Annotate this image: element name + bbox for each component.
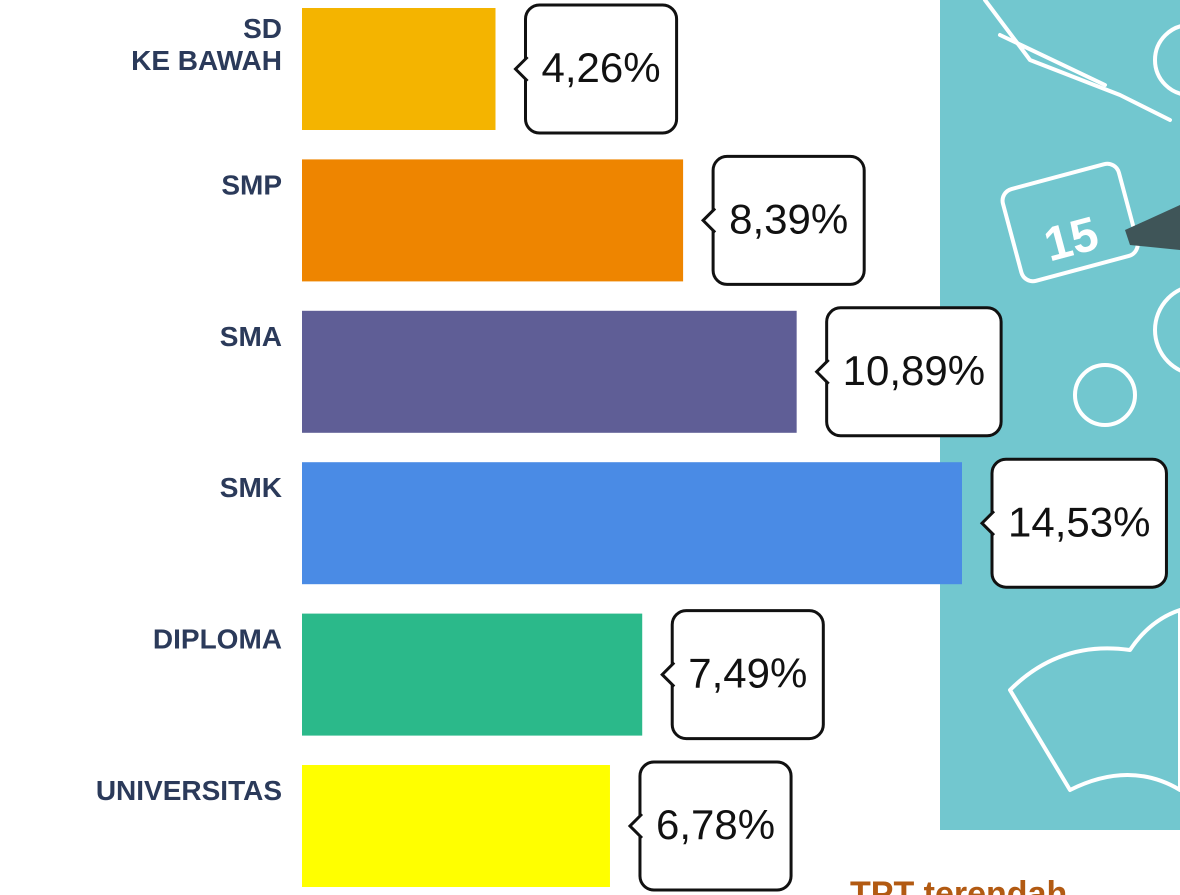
callout: 14,53% bbox=[979, 457, 1168, 589]
callout-pointer bbox=[700, 207, 717, 234]
callout: 6,78% bbox=[627, 760, 793, 892]
category-label: SD KE BAWAH bbox=[131, 13, 282, 76]
callout: 7,49% bbox=[660, 609, 825, 741]
bar bbox=[302, 8, 496, 130]
value-label: 4,26% bbox=[542, 44, 661, 91]
category-label: DIPLOMA bbox=[153, 624, 282, 655]
callout-pointer bbox=[979, 510, 996, 537]
bar bbox=[302, 613, 643, 736]
bar bbox=[302, 765, 610, 887]
category-label: UNIVERSITAS bbox=[96, 775, 282, 806]
callout: 4,26% bbox=[513, 3, 679, 135]
bar bbox=[302, 159, 684, 282]
category-label: SMP bbox=[221, 169, 282, 200]
callout-pointer bbox=[513, 55, 529, 83]
value-label: 6,78% bbox=[656, 801, 775, 848]
value-label: 7,49% bbox=[688, 650, 807, 697]
value-label: 10,89% bbox=[843, 347, 985, 394]
annotation: TPT terendah bbox=[850, 875, 1067, 895]
category-label: SMK bbox=[220, 472, 282, 503]
bar bbox=[302, 462, 962, 585]
value-label: 14,53% bbox=[1008, 498, 1150, 545]
callout: 8,39% bbox=[700, 154, 866, 286]
value-label: 8,39% bbox=[729, 195, 848, 242]
callout-pointer bbox=[660, 661, 676, 688]
callout-pointer bbox=[627, 812, 644, 840]
callout-pointer bbox=[814, 358, 830, 385]
category-label: SMA bbox=[220, 321, 282, 352]
callout: 10,89% bbox=[814, 306, 1003, 438]
bar bbox=[302, 310, 797, 433]
